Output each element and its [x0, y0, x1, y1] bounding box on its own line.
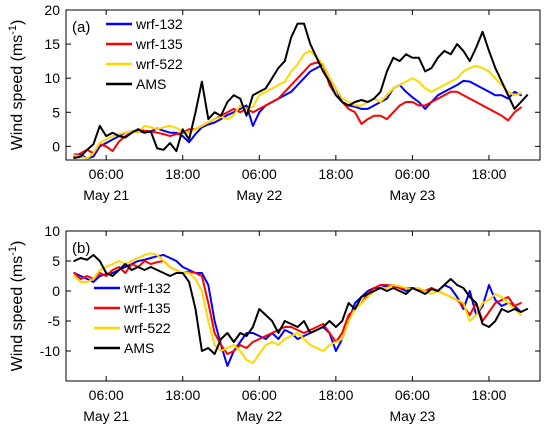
y-tick-label: 5 [52, 253, 60, 269]
series-line-ams [73, 22, 529, 159]
plot-frame [65, 230, 541, 382]
x-tick-label: 06:00 [242, 387, 277, 403]
chart-panel-a: 0 5 10 15 20 06:00 18:00 06:00 18:00 06:00 18:00 Ma… [7, 2, 541, 203]
legend-label: AMS [136, 76, 166, 92]
y-tick-label: 10 [44, 223, 60, 239]
legend-label: wrf-522 [123, 320, 171, 336]
day-label: May 21 [83, 408, 129, 424]
y-tick-label: 20 [44, 2, 60, 18]
legend-label: wrf-135 [135, 36, 183, 52]
y-tick-label: 15 [44, 36, 60, 52]
x-tick-label: 06:00 [89, 387, 124, 403]
y-axis-label: Wind speed (ms-1) [7, 20, 26, 151]
series-group [73, 22, 529, 160]
y-tick-label: 5 [52, 104, 60, 120]
legend-label: wrf-522 [135, 56, 183, 72]
y-tick-label: -10 [40, 343, 60, 359]
day-label: May 23 [389, 187, 435, 203]
x-tick-label: 18:00 [165, 166, 200, 182]
y-tick-label: -5 [48, 313, 61, 329]
x-tick-label: 18:00 [471, 166, 506, 182]
legend: wrf-132 wrf-135 wrf-522 AMS [94, 280, 171, 356]
chart-panel-b: -10 -5 0 5 10 06:00 18:00 06:00 18:00 06:00 18:00 M… [7, 223, 541, 424]
y-axis-label: Wind speed (ms-1) [7, 241, 26, 372]
x-tick-label: 18:00 [471, 387, 506, 403]
day-label: May 22 [236, 187, 282, 203]
day-label: May 22 [236, 408, 282, 424]
panel-label: (b) [72, 240, 90, 257]
series-line-wrf-522 [73, 252, 522, 364]
y-tick-label: 10 [44, 70, 60, 86]
day-label: May 21 [83, 187, 129, 203]
x-tick-label: 18:00 [318, 387, 353, 403]
legend-label: AMS [124, 340, 154, 356]
series-group [73, 252, 529, 367]
series-line-ams [73, 254, 529, 355]
legend-label: wrf-132 [123, 280, 171, 296]
x-tick-label: 18:00 [318, 166, 353, 182]
x-tick-label: 06:00 [395, 166, 430, 182]
legend: wrf-132 wrf-135 wrf-522 AMS [106, 16, 183, 92]
plot-frame [65, 9, 541, 161]
x-tick-label: 18:00 [165, 387, 200, 403]
day-label: May 23 [389, 408, 435, 424]
legend-label: wrf-132 [135, 16, 183, 32]
series-line-wrf-132 [73, 254, 522, 367]
panel-label: (a) [72, 19, 90, 36]
series-line-wrf-522 [73, 49, 522, 160]
legend-label: wrf-135 [123, 300, 171, 316]
y-tick-label: 0 [52, 138, 60, 154]
x-tick-label: 06:00 [395, 387, 430, 403]
x-tick-label: 06:00 [89, 166, 124, 182]
x-tick-label: 06:00 [242, 166, 277, 182]
y-tick-label: 0 [52, 283, 60, 299]
